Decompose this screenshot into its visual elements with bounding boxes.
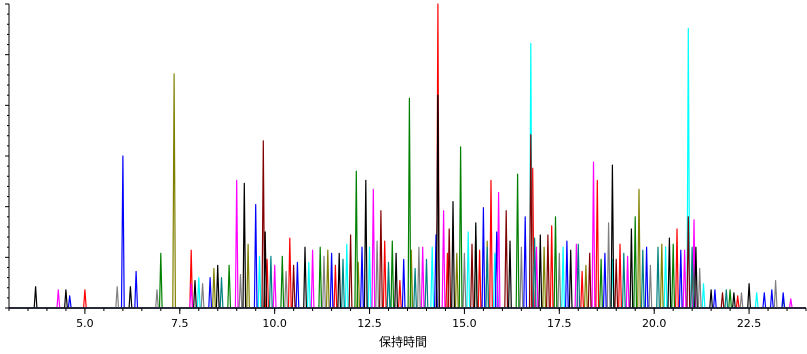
x-tick-label: 17.5 <box>547 317 572 330</box>
x-tick-label: 22.5 <box>737 317 762 330</box>
series-line-8 <box>9 222 806 309</box>
series-layer <box>9 3 806 309</box>
series-line-4 <box>9 155 806 309</box>
axis-layer: 5.0 7.5 10.0 12.5 15.0 17.5 20.0 22.5 <box>5 3 807 330</box>
series-line-2 <box>9 73 806 309</box>
series-line-3 <box>9 97 806 309</box>
series-line-7 <box>9 94 806 309</box>
series-line-0 <box>9 3 806 309</box>
x-tick-label: 10.0 <box>262 317 287 330</box>
x-tick-label: 15.0 <box>452 317 477 330</box>
series-line-1 <box>9 27 806 309</box>
x-tick-label: 5.0 <box>76 317 94 330</box>
series-line-5 <box>9 97 806 309</box>
series-line-6 <box>9 161 806 309</box>
x-tick-label: 7.5 <box>171 317 189 330</box>
x-tick-label: 12.5 <box>357 317 382 330</box>
x-tick-label: 20.0 <box>642 317 667 330</box>
x-axis-title: 保持時間 <box>379 334 427 349</box>
